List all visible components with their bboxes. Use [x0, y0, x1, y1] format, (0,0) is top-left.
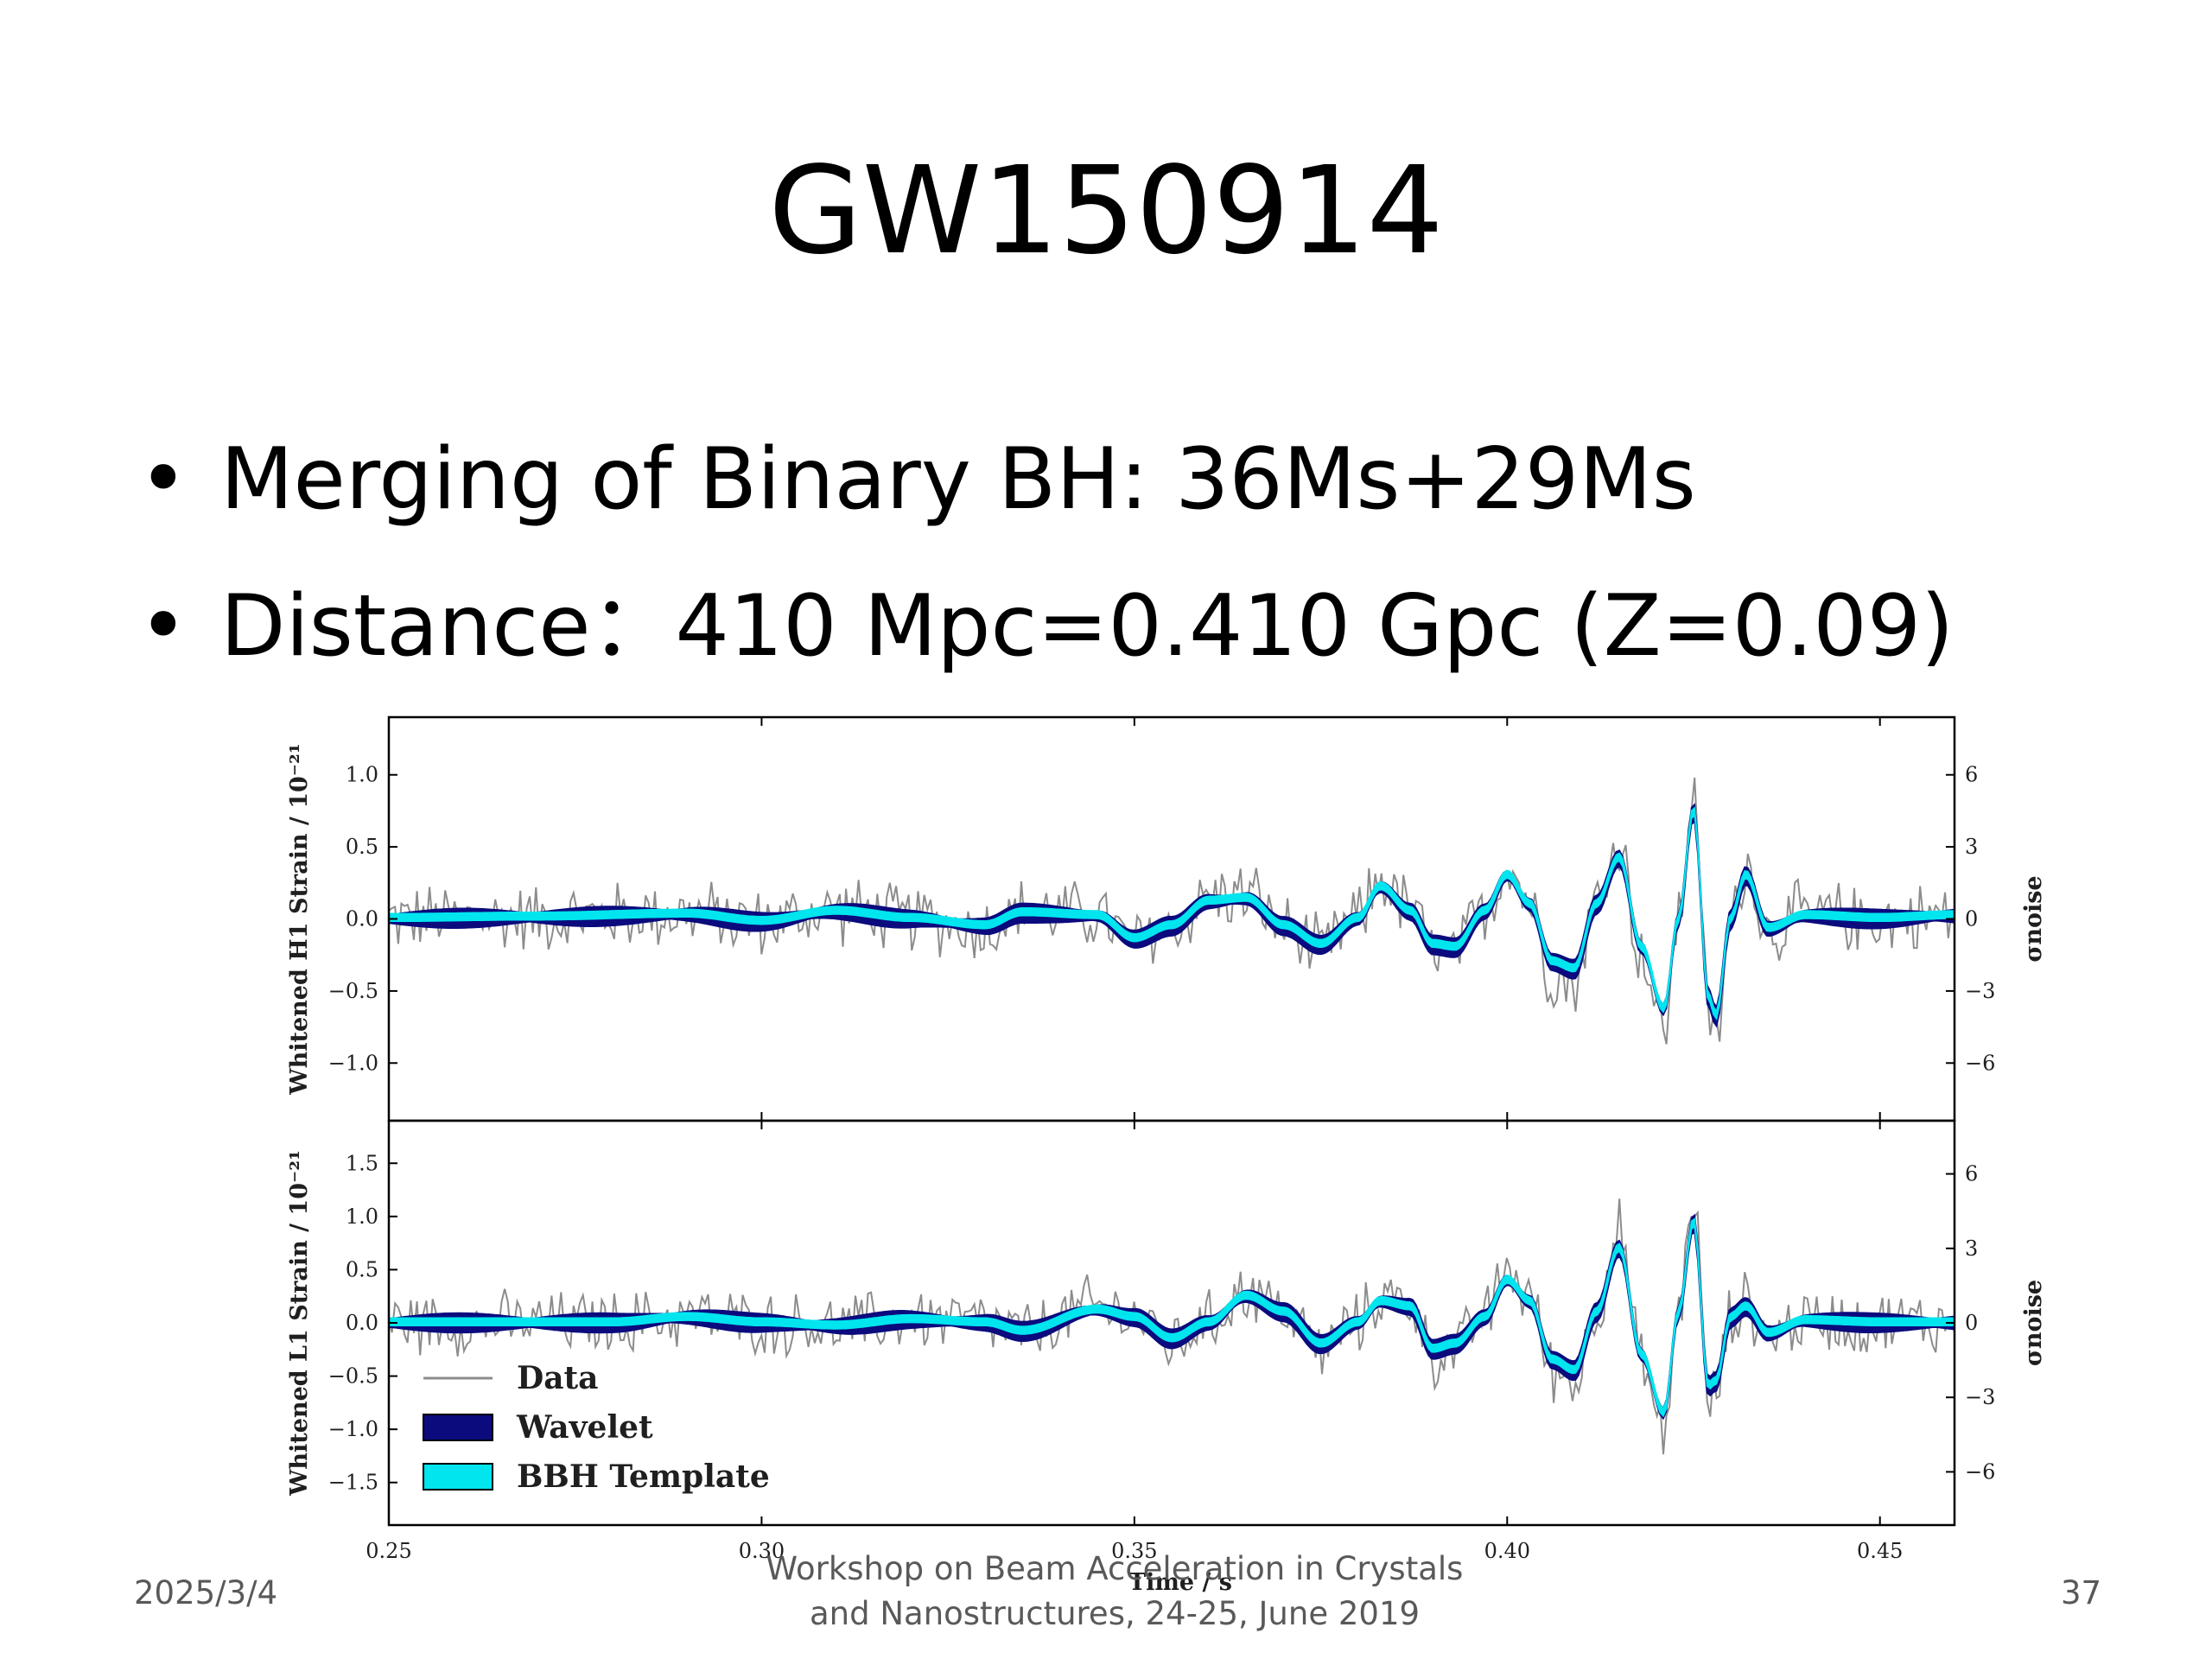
- legend-label: Data: [517, 1360, 599, 1396]
- right-tick-label: −6: [1965, 1459, 1995, 1484]
- legend-swatch-patch: [423, 1414, 493, 1441]
- y-tick-label: −1.0: [328, 1417, 378, 1441]
- right-tick-label: 6: [1965, 1162, 1978, 1186]
- bullet-text: Merging of Binary BH: 36Ms+29Ms: [220, 430, 1696, 529]
- right-tick-label: 3: [1965, 835, 1978, 859]
- bullet-text: Distance：410 Mpc=0.410 Gpc (Z=0.09): [220, 577, 1955, 676]
- footer-date: 2025/3/4: [134, 1574, 278, 1611]
- footer-page-number: 37: [2061, 1574, 2102, 1611]
- right-tick-label: −6: [1965, 1051, 1995, 1075]
- right-tick-label: 3: [1965, 1236, 1978, 1261]
- x-tick-label: 0.40: [1484, 1539, 1530, 1563]
- right-axis-label: σnoise: [2020, 1280, 2047, 1366]
- bullet-item: • Merging of Binary BH: 36Ms+29Ms: [130, 406, 1954, 553]
- x-tick-label: 0.35: [1111, 1539, 1157, 1563]
- right-tick-label: 0: [1965, 907, 1978, 931]
- y-tick-label: −1.0: [328, 1051, 378, 1075]
- y-tick-label: 1.0: [346, 763, 378, 787]
- right-tick-label: 0: [1965, 1311, 1978, 1335]
- y-tick-label: 0.0: [346, 1311, 378, 1335]
- x-axis-label: Time / s: [1128, 1569, 1232, 1596]
- right-tick-label: −3: [1965, 1385, 1995, 1409]
- legend-swatch-patch: [423, 1463, 493, 1491]
- panel-h1: 1.0 0.5 0.0 −0.5 −1.0 6 3 0 −3 −6 Whitened H1 Stra…: [286, 715, 2047, 1122]
- slide-title: GW150914: [768, 141, 1444, 282]
- right-tick-label: −3: [1965, 979, 1995, 1003]
- footer-workshop: Workshop on Beam Acceleration in Crystal…: [717, 1547, 1512, 1637]
- footer-workshop-line2: and Nanostructures, 24-25, June 2019: [809, 1595, 1421, 1632]
- bullet-list: • Merging of Binary BH: 36Ms+29Ms • Dist…: [130, 406, 1954, 700]
- y-tick-label: 1.0: [346, 1205, 378, 1229]
- y-tick-label: 0.5: [346, 1257, 378, 1281]
- chart-legend: Data Wavelet BBH Template: [423, 1360, 770, 1495]
- bullet-dot: •: [138, 577, 188, 676]
- x-tick-label: 0.45: [1857, 1539, 1903, 1563]
- y-axis-label: Whitened H1 Strain / 10⁻²¹: [286, 743, 313, 1095]
- y-axis-label: Whitened L1 Strain / 10⁻²¹: [286, 1150, 313, 1497]
- legend-label: Wavelet: [516, 1409, 653, 1446]
- x-tick-label: 0.25: [365, 1539, 411, 1563]
- y-tick-label: 0.0: [346, 907, 378, 931]
- legend-label: BBH Template: [517, 1459, 770, 1495]
- bullet-dot: •: [138, 430, 188, 529]
- y-tick-label: 0.5: [346, 835, 378, 859]
- x-tick-label: 0.30: [739, 1539, 785, 1563]
- footer-workshop-line1: Workshop on Beam Acceleration in Crystal…: [766, 1550, 1464, 1587]
- y-tick-label: −0.5: [328, 1364, 378, 1389]
- right-axis-label: σnoise: [2020, 875, 2047, 962]
- right-tick-label: 6: [1965, 763, 1978, 787]
- y-tick-label: −1.5: [328, 1471, 378, 1495]
- y-tick-label: −0.5: [328, 979, 378, 1003]
- gw-strain-chart: 1.0 0.5 0.0 −0.5 −1.0 6 3 0 −3 −6 Whitened H1 Stra…: [286, 715, 2047, 1596]
- y-tick-label: 1.5: [346, 1151, 378, 1175]
- bullet-item: • Distance：410 Mpc=0.410 Gpc (Z=0.09): [130, 553, 1954, 700]
- panel-l1: 1.5 1.0 0.5 0.0 −0.5 −1.0 −1.5 6 3 0 −3 −6 Whitened …: [286, 1119, 2047, 1527]
